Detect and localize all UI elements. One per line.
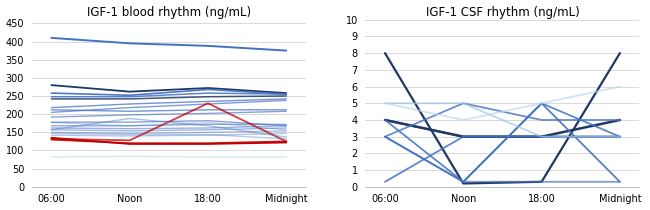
- Title: IGF-1 CSF rhythm (ng/mL): IGF-1 CSF rhythm (ng/mL): [426, 5, 579, 18]
- Title: IGF-1 blood rhythm (ng/mL): IGF-1 blood rhythm (ng/mL): [87, 5, 251, 18]
